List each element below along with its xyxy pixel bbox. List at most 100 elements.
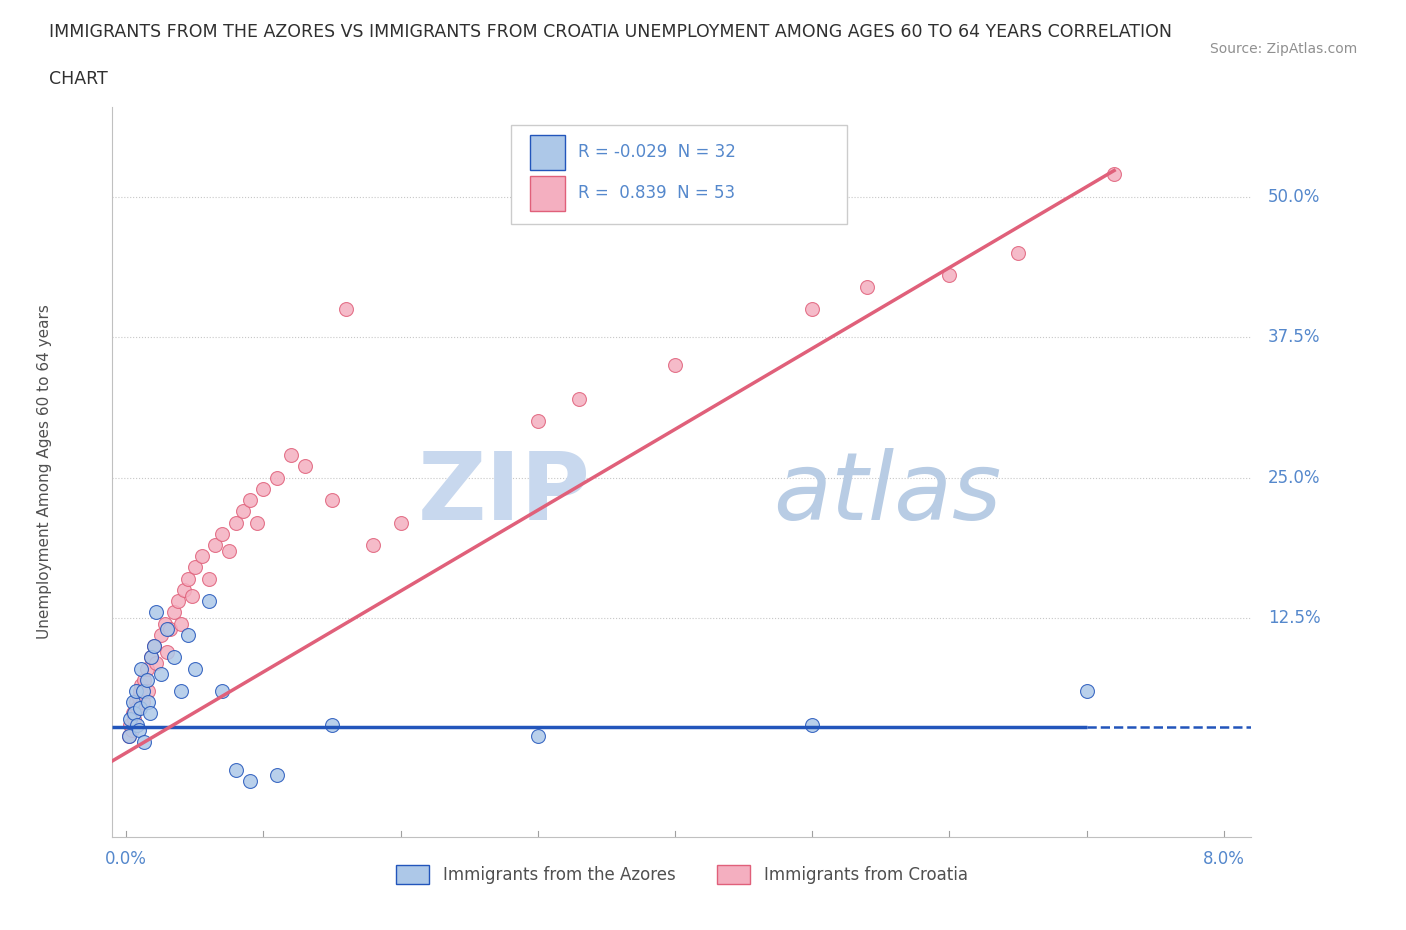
Point [129, 678, 152, 693]
Point [125, 684, 148, 698]
Point [118, 728, 141, 743]
Point [173, 582, 195, 597]
Text: CHART: CHART [49, 70, 108, 87]
Text: Unemployment Among Ages 60 to 64 years: Unemployment Among Ages 60 to 64 years [37, 304, 52, 640]
Point [252, 482, 274, 497]
Text: R =  0.839  N = 53: R = 0.839 N = 53 [578, 184, 735, 203]
Point [361, 538, 384, 552]
Point [232, 504, 254, 519]
Point [170, 684, 193, 698]
Point [218, 543, 240, 558]
Point [135, 661, 157, 676]
Point [135, 672, 157, 687]
Point [184, 560, 207, 575]
Text: 37.5%: 37.5% [1268, 328, 1320, 346]
Point [131, 695, 153, 710]
Point [120, 717, 142, 732]
Point [136, 695, 159, 710]
Point [127, 700, 149, 715]
Point [153, 617, 176, 631]
Point [204, 538, 226, 552]
Point [177, 628, 200, 643]
Text: 12.5%: 12.5% [1268, 609, 1320, 627]
Point [321, 717, 343, 732]
Point [118, 728, 141, 743]
Point [129, 661, 152, 676]
Point [527, 414, 550, 429]
Point [156, 622, 179, 637]
Point [142, 639, 165, 654]
Point [335, 301, 357, 316]
Point [527, 728, 550, 743]
Text: 0.0%: 0.0% [105, 850, 148, 869]
Point [181, 588, 204, 603]
Bar [530, 176, 565, 211]
Text: atlas: atlas [773, 448, 1001, 539]
Text: Source: ZipAtlas.com: Source: ZipAtlas.com [1209, 42, 1357, 56]
Point [122, 695, 145, 710]
Point [197, 571, 219, 586]
Point [121, 723, 143, 737]
Point [129, 700, 152, 715]
Point [801, 301, 824, 316]
Point [167, 593, 190, 608]
Point [139, 650, 162, 665]
Point [125, 695, 148, 710]
Point [122, 706, 145, 721]
Point [149, 667, 172, 682]
Text: 25.0%: 25.0% [1268, 469, 1320, 486]
Point [159, 622, 181, 637]
Point [149, 628, 172, 643]
Point [127, 717, 149, 732]
Point [938, 268, 960, 283]
Text: ZIP: ZIP [418, 448, 591, 540]
Point [568, 392, 591, 406]
Point [211, 526, 233, 541]
Point [131, 684, 153, 698]
Point [190, 549, 212, 564]
Bar [530, 135, 565, 170]
Point [136, 684, 159, 698]
Point [138, 706, 160, 721]
Point [128, 689, 150, 704]
Point [170, 617, 193, 631]
Point [1102, 166, 1125, 181]
Point [239, 774, 262, 789]
Point [163, 604, 186, 619]
Point [266, 768, 288, 783]
Point [124, 711, 146, 726]
Point [211, 684, 233, 698]
Point [1007, 246, 1029, 260]
Text: R = -0.029  N = 32: R = -0.029 N = 32 [578, 143, 737, 162]
Point [156, 644, 179, 659]
Point [132, 734, 155, 749]
Point [139, 650, 162, 665]
Point [1076, 684, 1098, 698]
Point [245, 515, 267, 530]
Point [225, 763, 247, 777]
Point [801, 717, 824, 732]
Point [128, 723, 150, 737]
FancyBboxPatch shape [512, 126, 846, 224]
Text: 50.0%: 50.0% [1268, 188, 1320, 206]
Point [280, 447, 302, 462]
Text: IMMIGRANTS FROM THE AZORES VS IMMIGRANTS FROM CROATIA UNEMPLOYMENT AMONG AGES 60: IMMIGRANTS FROM THE AZORES VS IMMIGRANTS… [49, 23, 1173, 41]
Point [145, 656, 167, 671]
Point [225, 515, 247, 530]
Point [239, 493, 262, 508]
Point [856, 279, 879, 294]
Text: 8.0%: 8.0% [1204, 850, 1244, 869]
Point [145, 604, 167, 619]
Point [294, 458, 316, 473]
Point [129, 684, 152, 698]
Point [142, 639, 165, 654]
Point [120, 711, 142, 726]
Point [132, 672, 155, 687]
Point [266, 471, 288, 485]
Point [664, 358, 686, 373]
Point [197, 593, 219, 608]
Point [184, 661, 207, 676]
Point [124, 706, 146, 721]
Legend: Immigrants from the Azores, Immigrants from Croatia: Immigrants from the Azores, Immigrants f… [389, 858, 974, 891]
Point [177, 571, 200, 586]
